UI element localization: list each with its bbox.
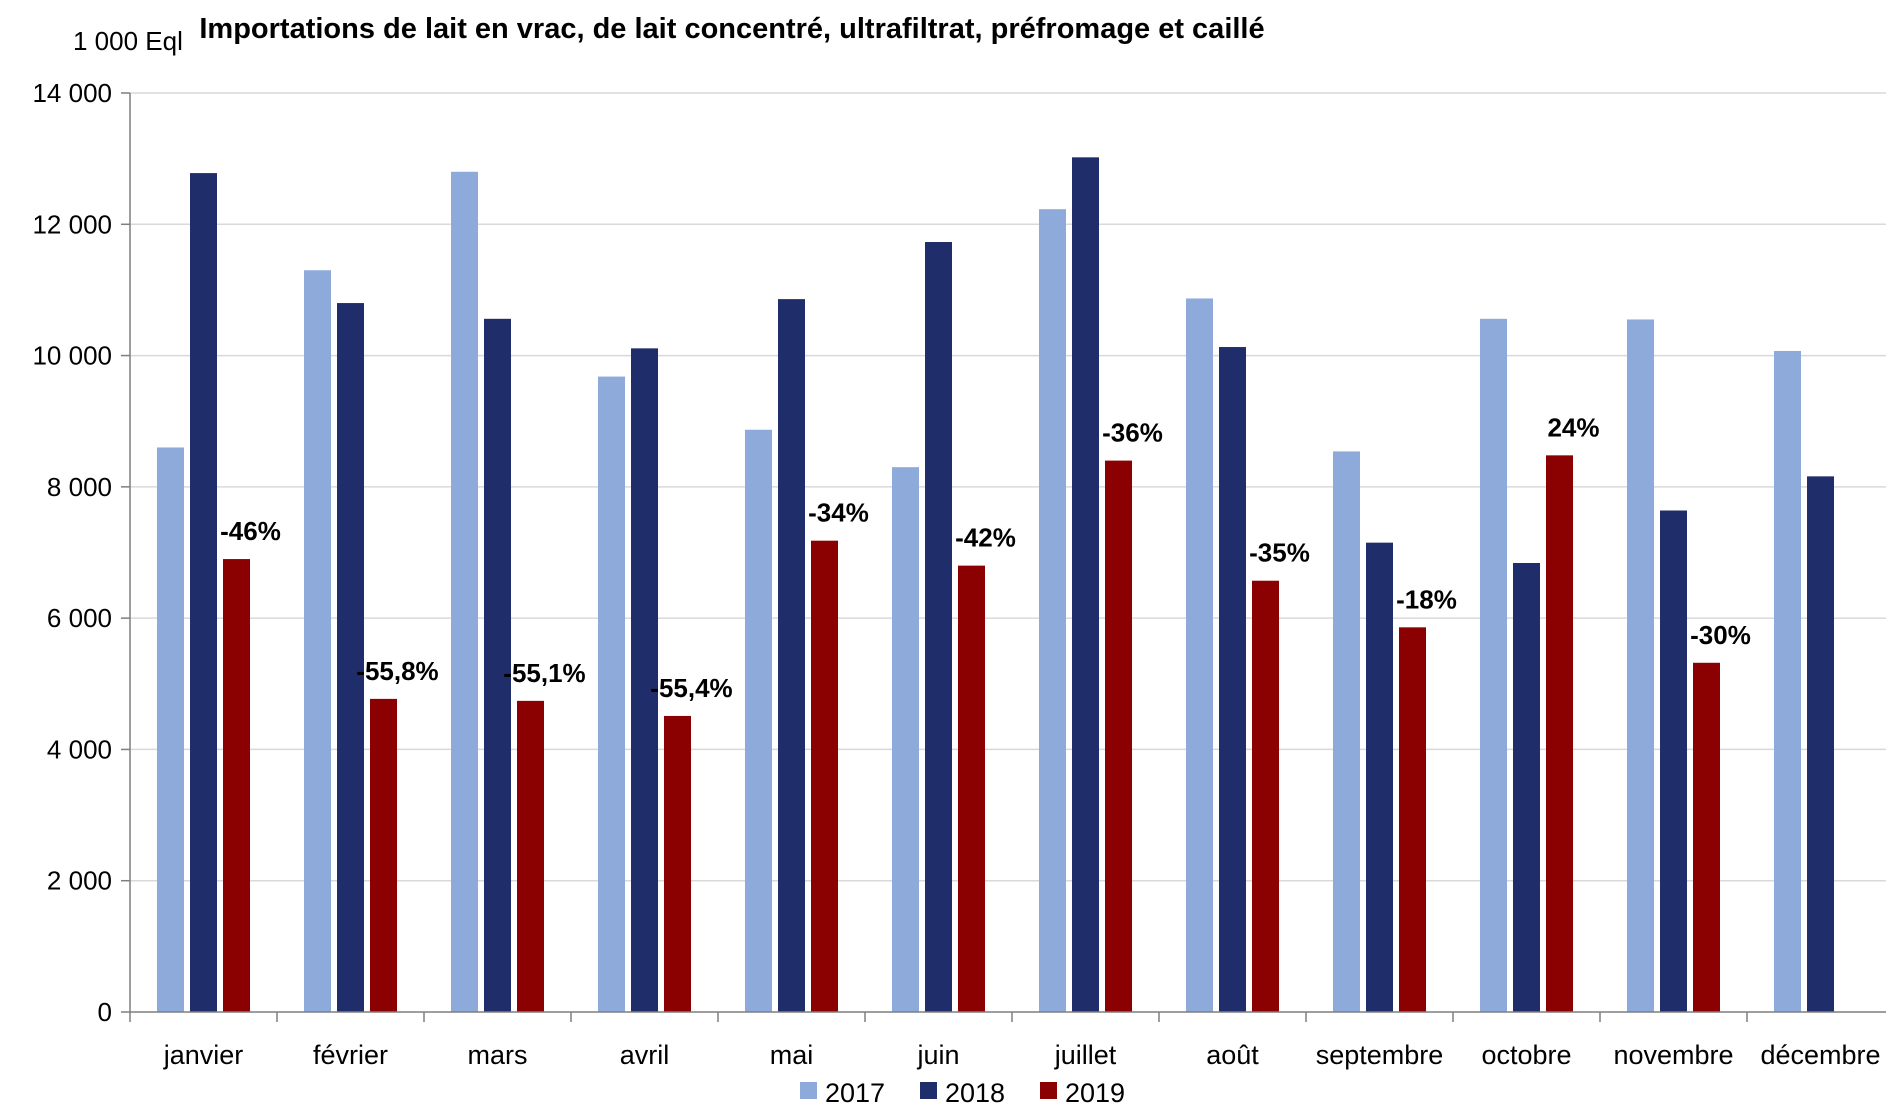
y-tick-label: 12 000: [32, 209, 112, 239]
bar-2017-novembre: [1627, 319, 1654, 1012]
x-tick-label: avril: [620, 1040, 670, 1070]
x-tick-label: mars: [468, 1040, 528, 1070]
bar-2019-février: [370, 698, 397, 1012]
bar-annotations: -46% -55,8% -55,1% -55,4% -34% -42% -36% -35% -1…: [220, 412, 1751, 703]
bar-annotation: -55,1%: [503, 658, 585, 688]
y-tick-label: 0: [98, 997, 112, 1027]
bar-2017-octobre: [1480, 318, 1507, 1013]
x-tick-label: septembre: [1316, 1040, 1444, 1070]
x-tick-label: décembre: [1760, 1040, 1880, 1070]
x-tick-label: novembre: [1613, 1040, 1733, 1070]
bar-2019-janvier: [223, 559, 250, 1012]
bar-2018-juillet: [1072, 157, 1099, 1012]
bar-2018-janvier: [190, 173, 217, 1012]
bar-2017-août: [1186, 298, 1213, 1012]
bar-2019-octobre: [1546, 455, 1573, 1012]
bar-2018-avril: [631, 348, 658, 1012]
bar-annotation: -55,8%: [356, 656, 438, 686]
legend-swatch-2017: [800, 1082, 817, 1099]
bar-annotation: -35%: [1249, 538, 1310, 568]
bar-2018-juin: [925, 242, 952, 1013]
legend-label: 2019: [1065, 1078, 1125, 1108]
bar-2017-avril: [598, 376, 625, 1012]
bar-2019-mars: [517, 700, 544, 1012]
bar-2019-juillet: [1105, 460, 1132, 1013]
bar-2018-mars: [484, 318, 511, 1013]
chart-title: Importations de lait en vrac, de lait co…: [199, 13, 1264, 45]
bar-annotation: -36%: [1102, 418, 1163, 448]
bar-2018-mai: [778, 299, 805, 1013]
bar-annotation: -18%: [1396, 584, 1457, 614]
y-tick-label: 4 000: [47, 734, 112, 764]
bar-2017-mai: [745, 429, 772, 1012]
y-tick-label: 6 000: [47, 603, 112, 633]
bar-2018-septembre: [1366, 542, 1393, 1012]
legend-label: 2017: [825, 1078, 885, 1108]
bar-2017-septembre: [1333, 451, 1360, 1012]
bar-2019-septembre: [1399, 627, 1426, 1012]
axes: 0 2 000 4 000 6 000 8 000 10 000 12 000 14 000 j…: [32, 78, 1886, 1070]
bar-annotation: 24%: [1547, 412, 1599, 442]
bar-2019-juin: [958, 565, 985, 1012]
bar-2019-avril: [664, 715, 691, 1012]
y-tick-label: 8 000: [47, 472, 112, 502]
bar-2017-mars: [451, 171, 478, 1012]
x-tick-label: mai: [770, 1040, 814, 1070]
bar-annotation: -42%: [955, 523, 1016, 553]
x-tick-label: janvier: [163, 1040, 244, 1070]
bar-2019-novembre: [1693, 662, 1720, 1012]
legend-label: 2018: [945, 1078, 1005, 1108]
bar-2018-octobre: [1513, 563, 1540, 1012]
legend-swatch-2018: [920, 1082, 937, 1099]
bar-2017-février: [304, 270, 331, 1012]
bar-annotation: -34%: [808, 498, 869, 528]
x-tick-label: février: [313, 1040, 388, 1070]
bar-2017-juillet: [1039, 209, 1066, 1012]
bar-annotation: -30%: [1690, 620, 1751, 650]
bar-2019-mai: [811, 540, 838, 1012]
y-tick-label: 14 000: [32, 78, 112, 108]
bar-2019-août: [1252, 580, 1279, 1012]
x-tick-label: juin: [916, 1040, 959, 1070]
bars: [157, 157, 1834, 1013]
bar-2018-novembre: [1660, 510, 1687, 1012]
legend-swatch-2019: [1040, 1082, 1057, 1099]
bar-annotation: -46%: [220, 516, 281, 546]
y-axis-unit-label: 1 000 Eql: [73, 26, 183, 56]
gridlines: [130, 92, 1886, 882]
bar-2017-juin: [892, 467, 919, 1012]
x-tick-label: octobre: [1481, 1040, 1571, 1070]
y-tick-label: 2 000: [47, 866, 112, 896]
legend: 2017 2018 2019: [800, 1078, 1125, 1108]
bar-2018-février: [337, 303, 364, 1012]
x-tick-label: juillet: [1054, 1040, 1117, 1070]
x-tick-label: août: [1206, 1040, 1259, 1070]
bar-2017-janvier: [157, 447, 184, 1012]
y-tick-label: 10 000: [32, 341, 112, 371]
bar-2018-décembre: [1807, 476, 1834, 1013]
bar-annotation: -55,4%: [650, 673, 732, 703]
bar-2017-décembre: [1774, 350, 1801, 1012]
bar-2018-août: [1219, 347, 1246, 1013]
